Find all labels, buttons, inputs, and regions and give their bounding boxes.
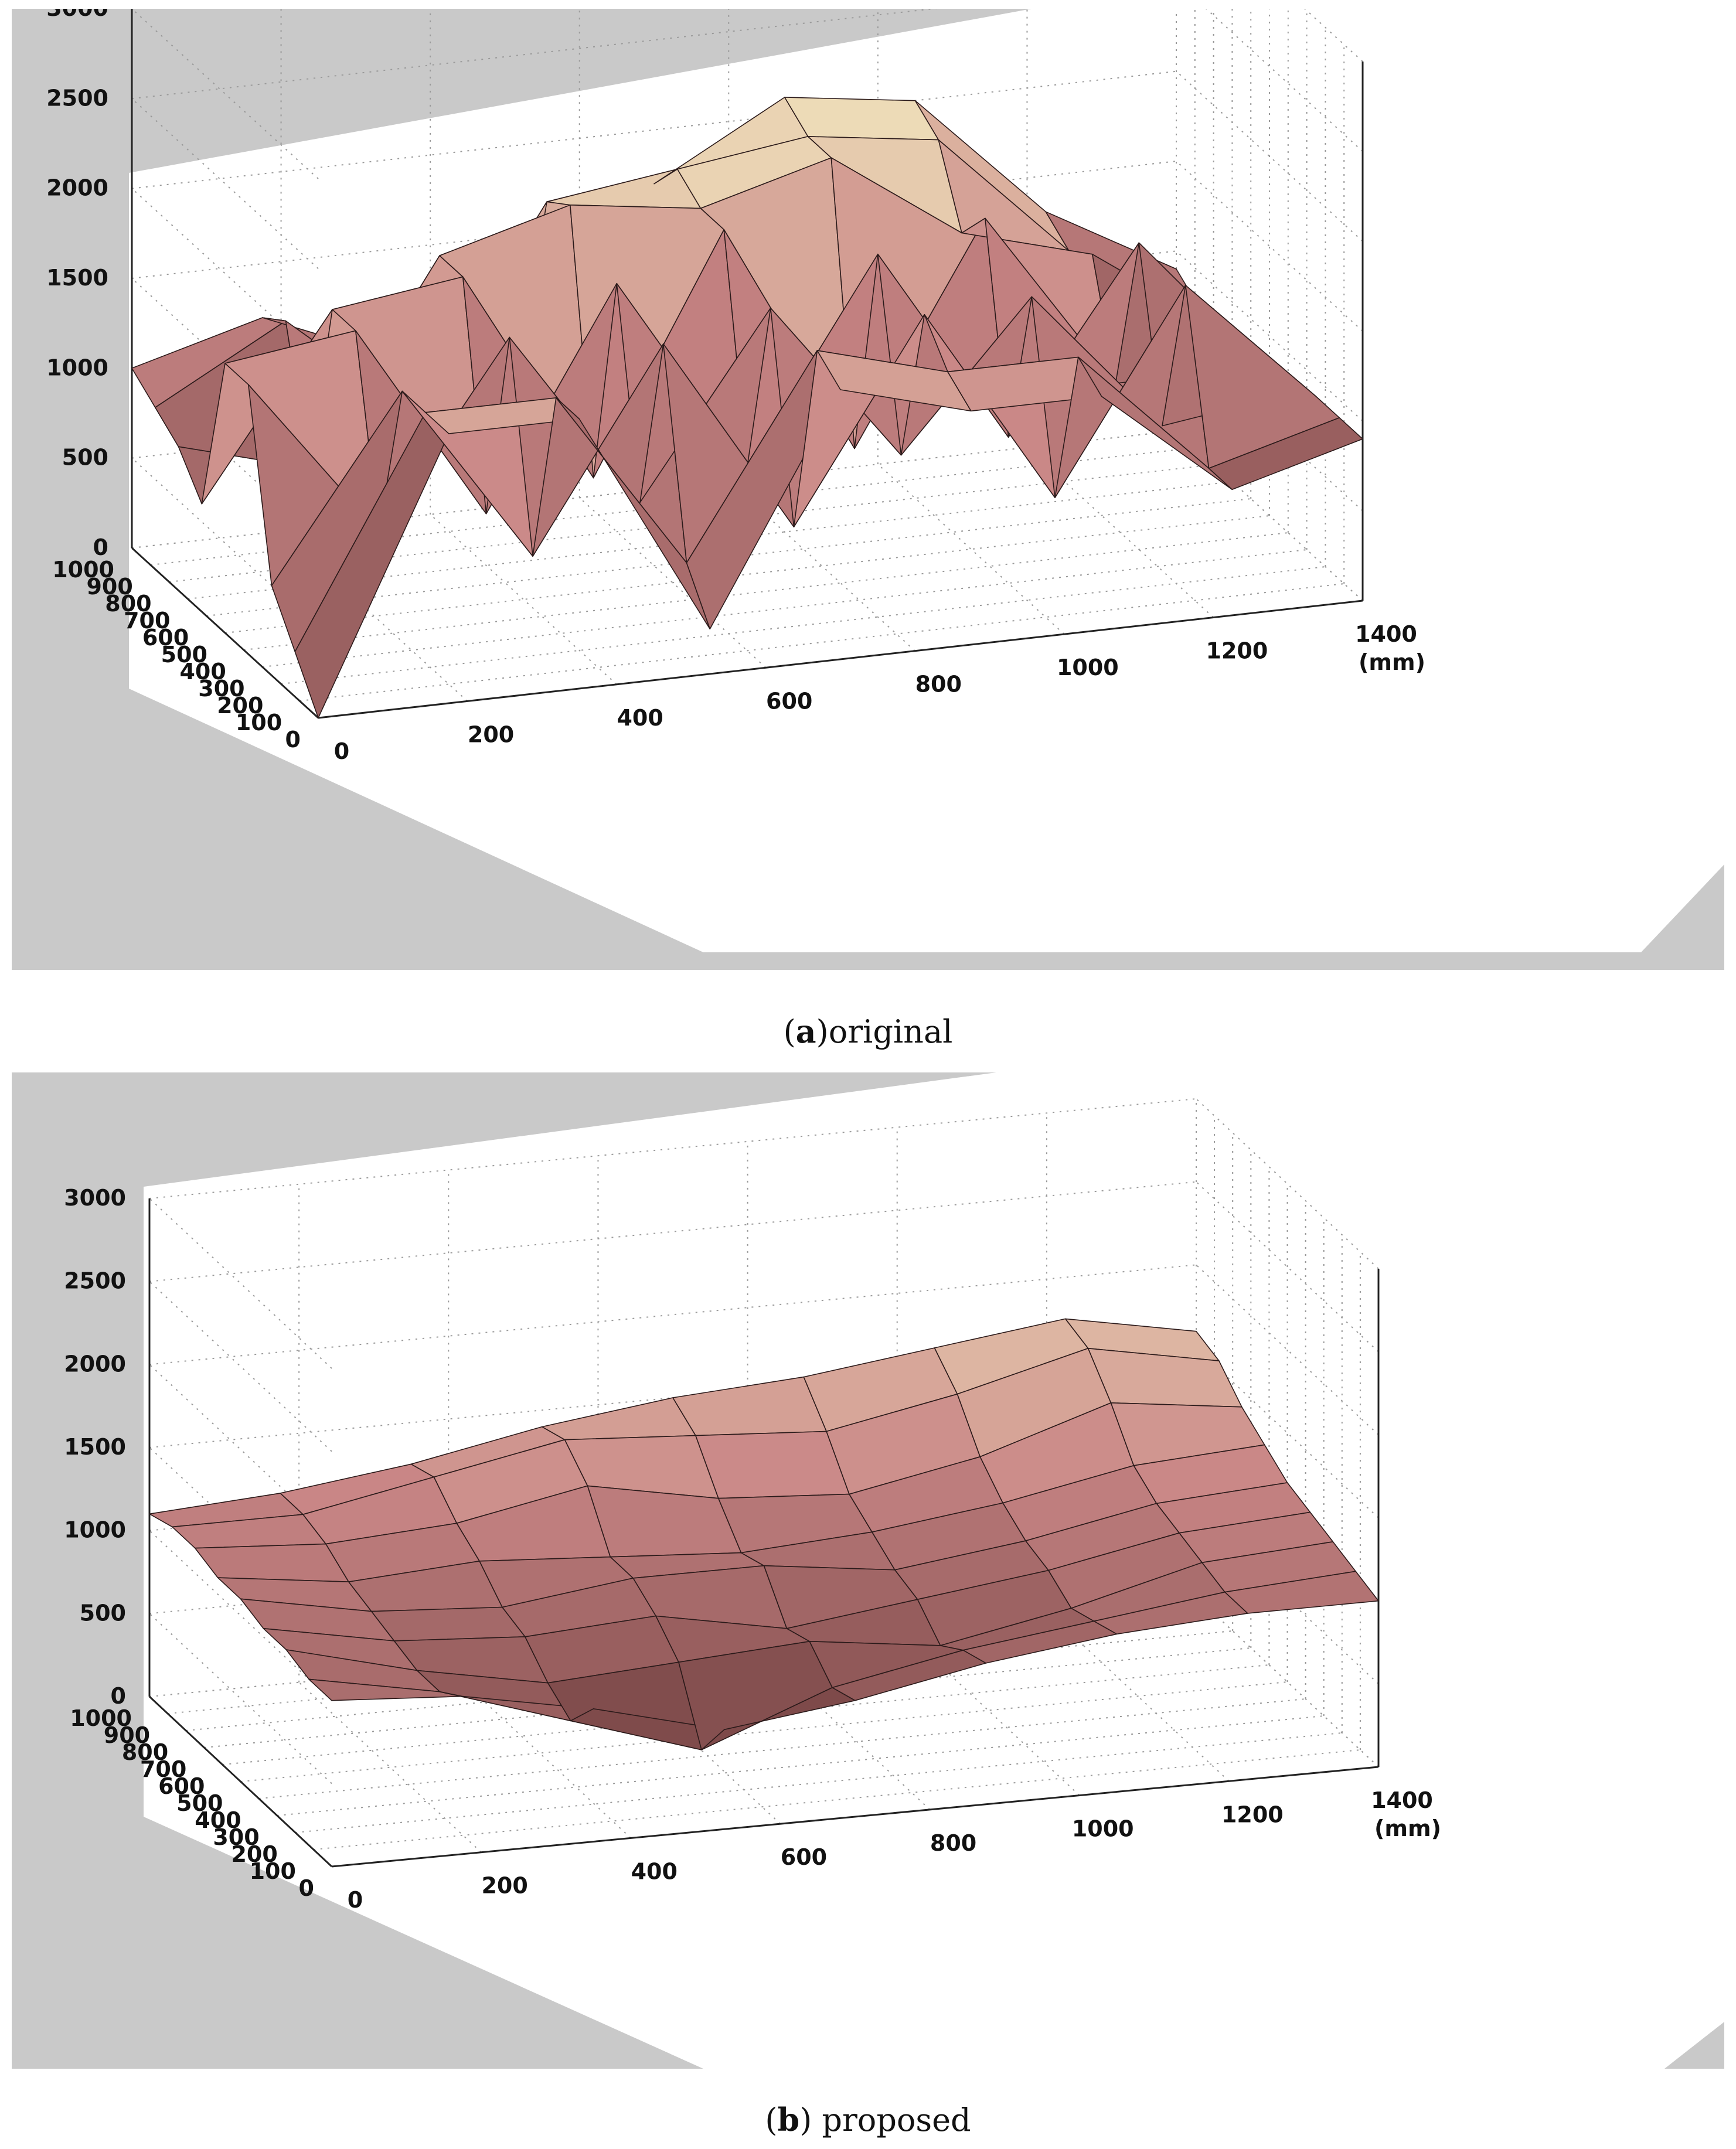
caption-b: (b) proposed [765, 2101, 971, 2138]
surface-patch [194, 1543, 349, 1583]
y-tick-label: 600 [158, 1773, 205, 1799]
z-tick-label: 2500 [64, 1268, 126, 1294]
z-tick-label: 500 [80, 1600, 126, 1626]
x-tick-label: 1000 [1057, 655, 1119, 680]
y-tick-label: 900 [86, 574, 132, 600]
y-tick-label: 0 [299, 1875, 314, 1901]
y-tick-label: 100 [250, 1858, 296, 1884]
surface-patch [784, 97, 940, 141]
caption-a-letter: a [795, 1013, 816, 1050]
x-unit-label: (mm) [1359, 649, 1425, 675]
y-tick-label: 300 [198, 676, 244, 701]
axis-lines [148, 1198, 1380, 1868]
y-tick-label: 1000 [52, 557, 114, 583]
y-tick-label: 800 [105, 591, 151, 617]
x-tick-label: 200 [481, 1873, 527, 1899]
axis-line [318, 600, 1363, 719]
z-tick-label: 1000 [46, 355, 108, 380]
z-tick-label: 1500 [46, 265, 108, 291]
surface [131, 97, 1363, 718]
y-tick-label: 700 [124, 608, 170, 634]
y-tick-label: 200 [217, 693, 263, 718]
y-tick-label: 300 [213, 1824, 259, 1850]
y-tick-label: 0 [285, 727, 301, 752]
y-tick-label: 500 [176, 1790, 223, 1816]
x-tick-label: 1200 [1206, 638, 1268, 664]
y-tick-label: 500 [161, 642, 207, 667]
chart-panel-b: 0 500 1000 1500 2000 2500 3000 0 100 200 300 400 500… [12, 1072, 1724, 2069]
x-tick-label: 800 [930, 1830, 976, 1856]
z-tick-label: 0 [111, 1683, 126, 1709]
x-tick-label: 400 [617, 705, 663, 731]
y-tick-label: 700 [140, 1756, 186, 1782]
surface-patch [695, 1431, 850, 1499]
y-tick-label: 1000 [70, 1705, 132, 1731]
x-tick-label: 200 [468, 721, 514, 747]
surface-patch [1208, 417, 1363, 491]
caption-a: (a)original [783, 1013, 953, 1050]
z-tick-label: 3000 [46, 9, 108, 21]
tick-labels: 0500100015002000250030000100200300400500… [46, 9, 1425, 764]
x-unit-label: (mm) [1374, 1816, 1441, 1841]
surface [149, 1318, 1379, 1750]
axis-line [331, 1766, 1379, 1868]
z-tick-label: 3000 [64, 1185, 126, 1211]
axis-lines [131, 9, 1364, 719]
x-tick-label: 600 [766, 688, 812, 714]
z-tick-label: 2000 [46, 175, 108, 201]
y-tick-label: 800 [122, 1739, 168, 1765]
y-tick-label: 200 [231, 1841, 277, 1867]
surface-patch [370, 1606, 526, 1641]
tick-labels: 0500100015002000250030000100200300400500… [64, 1185, 1441, 1913]
surface-plot-original: 0500100015002000250030000100200300400500… [46, 9, 1724, 952]
x-tick-label: 0 [334, 738, 349, 764]
axis-line [148, 1695, 333, 1868]
z-tick-label: 2500 [46, 85, 108, 111]
surface-patch [1224, 1571, 1379, 1614]
grid-lines [149, 1098, 1379, 1867]
x-tick-label: 600 [781, 1844, 827, 1870]
caption-a-text: original [828, 1013, 953, 1050]
axis-line [131, 547, 319, 719]
x-tick-label: 1000 [1072, 1816, 1134, 1842]
z-tick-label: 2000 [64, 1351, 126, 1377]
x-tick-label: 1400 [1355, 621, 1417, 647]
y-tick-label: 900 [104, 1722, 150, 1748]
surface-plot-proposed: 0500100015002000250030000100200300400500… [64, 1072, 1724, 2069]
y-tick-label: 600 [142, 625, 189, 651]
x-tick-label: 400 [631, 1858, 678, 1884]
caption-b-letter: b [777, 2101, 800, 2138]
x-tick-label: 0 [348, 1887, 363, 1913]
z-tick-label: 1000 [64, 1517, 126, 1543]
y-tick-label: 400 [179, 659, 226, 684]
chart-panel-a: 0500100015002000250030000100200300400500… [12, 9, 1724, 970]
caption-b-text: proposed [822, 2102, 971, 2138]
x-tick-label: 1200 [1221, 1801, 1284, 1827]
y-tick-label: 400 [195, 1807, 241, 1833]
z-tick-label: 0 [93, 534, 108, 560]
z-tick-label: 500 [62, 445, 108, 471]
z-tick-label: 1500 [64, 1434, 126, 1460]
x-tick-label: 1400 [1371, 1787, 1433, 1813]
y-tick-label: 100 [236, 710, 282, 735]
x-tick-label: 800 [915, 672, 962, 697]
